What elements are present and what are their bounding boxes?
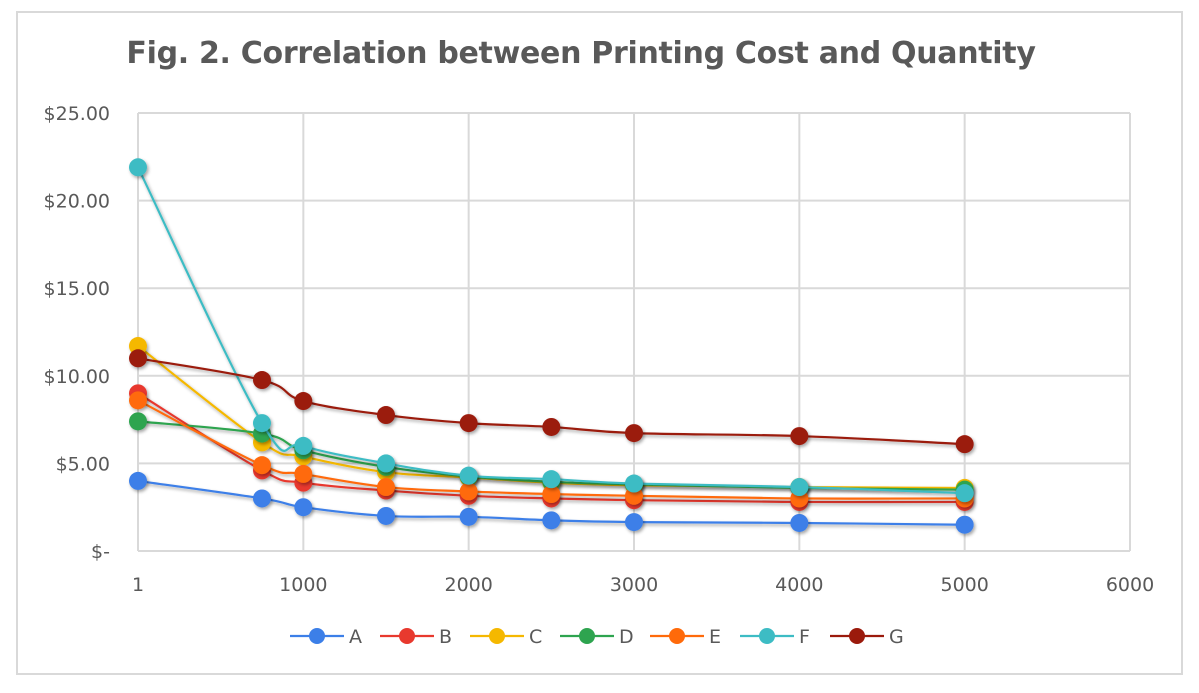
legend-label: A bbox=[349, 626, 362, 648]
legend-item-f: F bbox=[740, 626, 810, 648]
legend-item-e: E bbox=[650, 626, 721, 648]
y-tick-label: $5.00 bbox=[56, 453, 110, 475]
x-axis-ticks: 1 1000 2000 3000 4000 5000 6000 bbox=[132, 574, 1154, 596]
data-point-f bbox=[129, 158, 147, 177]
y-axis-ticks: $- $5.00 $10.00 $15.00 $20.00 $25.00 bbox=[44, 103, 110, 563]
x-tick-label: 1 bbox=[132, 574, 144, 596]
legend-label: B bbox=[439, 626, 452, 648]
series-e bbox=[129, 391, 974, 508]
data-point-e bbox=[459, 482, 478, 501]
data-point-a bbox=[790, 513, 809, 532]
chart-frame bbox=[16, 11, 1183, 675]
legend-marker bbox=[309, 628, 325, 644]
series-line-a bbox=[137, 479, 965, 526]
legend-item-g: G bbox=[830, 626, 904, 648]
legend-item-a: A bbox=[290, 626, 362, 648]
data-point-a bbox=[294, 498, 313, 517]
data-point-g bbox=[253, 371, 271, 390]
data-point-g bbox=[542, 417, 561, 436]
data-point-f bbox=[377, 454, 395, 473]
legend-label: D bbox=[619, 626, 634, 648]
series-line-e bbox=[137, 399, 965, 500]
legend-label: C bbox=[529, 626, 542, 648]
data-point-e bbox=[294, 464, 313, 483]
y-tick-label: $15.00 bbox=[44, 278, 110, 300]
data-point-f bbox=[459, 466, 478, 485]
data-point-a bbox=[377, 506, 395, 525]
data-point-f bbox=[955, 484, 974, 503]
legend-marker bbox=[759, 628, 775, 644]
gridlines bbox=[137, 112, 1131, 552]
series-g bbox=[129, 349, 974, 454]
x-tick-label: 4000 bbox=[775, 574, 823, 596]
data-point-g bbox=[459, 414, 478, 433]
data-point-f bbox=[294, 436, 313, 455]
data-point-d bbox=[129, 412, 147, 431]
legend-item-c: C bbox=[470, 626, 542, 648]
chart-title: Fig. 2. Correlation between Printing Cos… bbox=[126, 36, 1036, 71]
data-point-a bbox=[955, 515, 974, 534]
data-point-g bbox=[377, 406, 395, 425]
data-point-f bbox=[625, 474, 643, 493]
legend-label: F bbox=[799, 626, 810, 648]
data-point-g bbox=[955, 435, 974, 454]
legend-item-b: B bbox=[380, 626, 452, 648]
y-tick-label: $20.00 bbox=[44, 191, 110, 213]
data-point-e bbox=[377, 478, 395, 497]
data-point-f bbox=[542, 470, 561, 489]
series-layer bbox=[129, 158, 974, 534]
data-point-a bbox=[253, 489, 271, 508]
data-point-a bbox=[542, 511, 561, 530]
legend-label: E bbox=[709, 626, 721, 648]
legend-label: G bbox=[889, 626, 904, 648]
series-a bbox=[129, 471, 974, 534]
x-tick-label: 5000 bbox=[940, 574, 988, 596]
x-tick-label: 6000 bbox=[1106, 574, 1154, 596]
legend-marker bbox=[669, 628, 685, 644]
data-point-a bbox=[625, 513, 643, 532]
legend-item-d: D bbox=[560, 626, 634, 648]
series-line-g bbox=[137, 357, 965, 446]
legend-marker bbox=[489, 628, 505, 644]
data-point-e bbox=[542, 485, 561, 504]
x-tick-label: 2000 bbox=[444, 574, 492, 596]
data-point-a bbox=[129, 471, 147, 490]
legend-marker bbox=[579, 628, 595, 644]
x-tick-label: 1000 bbox=[279, 574, 327, 596]
legend: A B C D E F G bbox=[290, 626, 904, 648]
data-point-f bbox=[790, 478, 809, 497]
y-tick-label: $25.00 bbox=[44, 103, 110, 125]
y-tick-label: $- bbox=[91, 541, 110, 563]
data-point-g bbox=[625, 424, 643, 443]
data-point-e bbox=[129, 391, 147, 410]
y-tick-label: $10.00 bbox=[44, 366, 110, 388]
data-point-f bbox=[253, 414, 271, 433]
legend-marker bbox=[849, 628, 865, 644]
series-f bbox=[129, 158, 974, 503]
data-point-g bbox=[129, 349, 147, 368]
data-point-e bbox=[253, 456, 271, 475]
x-tick-label: 3000 bbox=[610, 574, 658, 596]
data-point-g bbox=[294, 392, 313, 411]
data-point-a bbox=[459, 507, 478, 526]
legend-marker bbox=[399, 628, 415, 644]
data-point-g bbox=[790, 427, 809, 446]
